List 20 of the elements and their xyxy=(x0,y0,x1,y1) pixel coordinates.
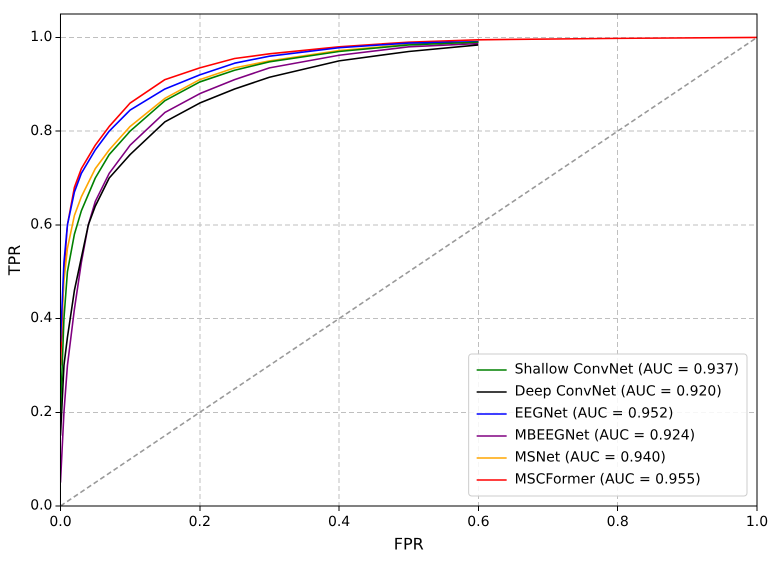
legend-label: Shallow ConvNet (AUC = 0.937) xyxy=(514,362,739,378)
x-axis-title: FPR xyxy=(394,534,424,554)
y-tick-label: 0.0 xyxy=(30,498,52,514)
y-tick-label: 1.0 xyxy=(30,29,52,46)
x-tick-label: 0.0 xyxy=(49,514,72,530)
x-tick-label: 1.0 xyxy=(746,514,768,530)
y-tick-label: 0.2 xyxy=(30,404,52,420)
y-tick-label: 0.6 xyxy=(30,216,53,232)
legend-label: MSCFormer (AUC = 0.955) xyxy=(514,472,701,488)
x-tick-label: 0.8 xyxy=(606,514,629,530)
x-tick-label: 0.6 xyxy=(467,514,490,530)
x-tick-label: 0.4 xyxy=(328,514,350,530)
x-tick-label: 0.2 xyxy=(188,514,211,530)
y-tick-label: 0.4 xyxy=(30,310,53,326)
y-tick-label: 0.8 xyxy=(30,122,52,139)
legend-label: MBEEGNet (AUC = 0.924) xyxy=(514,428,696,444)
y-axis-title: TPR xyxy=(4,244,24,276)
legend-label: EEGNet (AUC = 0.952) xyxy=(514,406,674,422)
legend-label: Deep ConvNet (AUC = 0.920) xyxy=(514,384,722,400)
legend-label: MSNet (AUC = 0.940) xyxy=(514,450,666,466)
